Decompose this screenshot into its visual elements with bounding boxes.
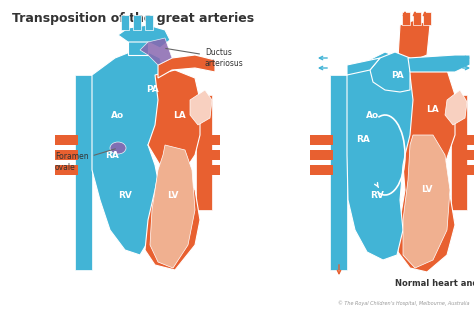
Text: PA: PA [392, 70, 404, 79]
Polygon shape [403, 135, 450, 268]
Text: LA: LA [173, 110, 186, 119]
Polygon shape [423, 12, 431, 25]
Polygon shape [197, 150, 220, 160]
Polygon shape [330, 75, 347, 270]
Text: LA: LA [427, 105, 439, 114]
Text: Transposition of the great arteries: Transposition of the great arteries [12, 12, 254, 25]
Polygon shape [452, 135, 474, 145]
Text: Ao: Ao [111, 110, 125, 119]
Polygon shape [452, 165, 474, 175]
Polygon shape [310, 135, 333, 145]
Text: PA: PA [146, 86, 159, 95]
Text: © The Royal Children's Hospital, Melbourne, Australia: © The Royal Children's Hospital, Melbour… [338, 300, 470, 306]
Text: Foramen
ovale: Foramen ovale [55, 149, 115, 172]
Text: RA: RA [356, 135, 370, 144]
Text: LV: LV [421, 185, 433, 194]
Polygon shape [445, 90, 467, 125]
Polygon shape [118, 25, 170, 48]
Polygon shape [451, 95, 467, 210]
Polygon shape [140, 38, 172, 65]
Polygon shape [55, 150, 78, 160]
Polygon shape [402, 12, 410, 25]
Ellipse shape [110, 142, 126, 154]
Polygon shape [75, 75, 92, 270]
Polygon shape [190, 90, 212, 125]
Polygon shape [408, 55, 470, 72]
Polygon shape [55, 165, 78, 175]
Polygon shape [398, 20, 430, 62]
Polygon shape [197, 135, 220, 145]
Text: Ductus
arteriosus: Ductus arteriosus [166, 48, 244, 68]
Polygon shape [310, 165, 333, 175]
Polygon shape [347, 58, 380, 75]
Polygon shape [128, 30, 148, 55]
Polygon shape [133, 15, 141, 30]
Polygon shape [196, 95, 212, 210]
Polygon shape [310, 150, 333, 160]
Polygon shape [398, 62, 455, 272]
Polygon shape [145, 70, 200, 270]
Text: Ao: Ao [366, 110, 380, 119]
Text: RA: RA [105, 150, 119, 160]
Polygon shape [121, 15, 129, 30]
Polygon shape [55, 135, 78, 145]
Polygon shape [413, 12, 421, 25]
Text: LV: LV [167, 191, 179, 200]
Text: RV: RV [118, 191, 132, 200]
Polygon shape [145, 15, 153, 30]
Polygon shape [92, 48, 165, 255]
Text: Normal heart and circulation: Normal heart and circulation [395, 279, 474, 288]
Polygon shape [347, 52, 413, 260]
Polygon shape [150, 145, 195, 268]
Polygon shape [452, 150, 474, 160]
Text: RV: RV [370, 191, 384, 200]
Polygon shape [370, 52, 410, 92]
Polygon shape [197, 165, 220, 175]
Polygon shape [158, 55, 215, 78]
